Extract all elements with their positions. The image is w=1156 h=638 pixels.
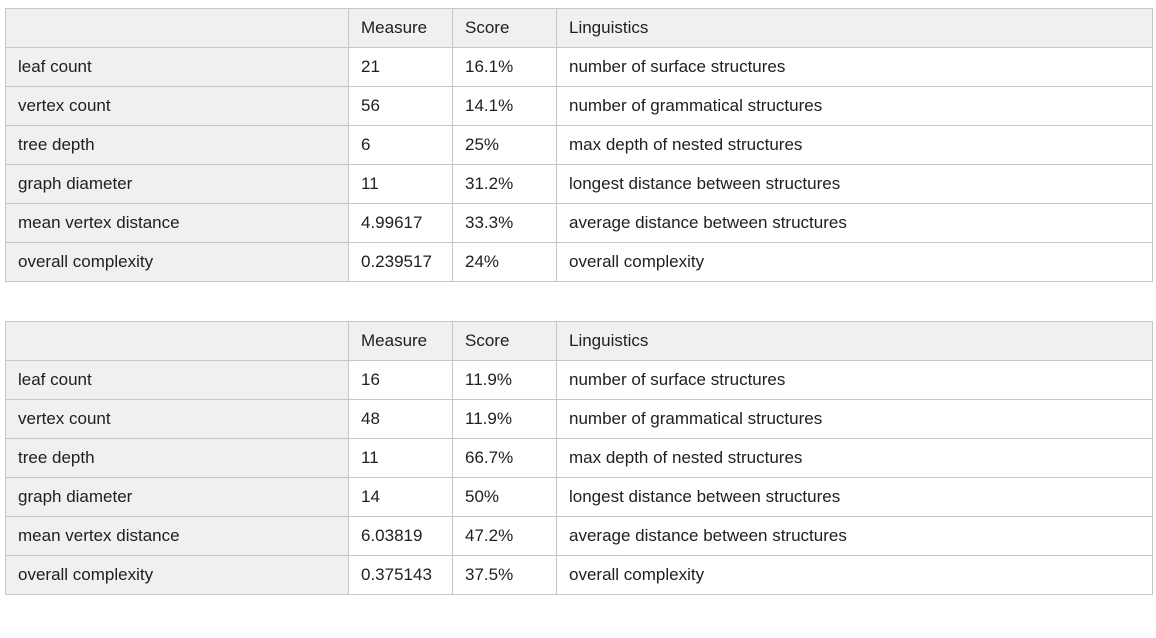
- metric-name-cell: tree depth: [5, 125, 349, 165]
- table-row: mean vertex distance 6.03819 47.2% average …: [5, 516, 1153, 556]
- score-value-cell: 16.1%: [452, 47, 557, 87]
- table-row: leaf count 16 11.9% number of surface struc…: [5, 360, 1153, 400]
- linguistics-description-cell: max depth of nested structures: [556, 438, 1153, 478]
- measure-value-cell: 11: [348, 164, 453, 204]
- table-row: mean vertex distance 4.99617 33.3% average …: [5, 203, 1153, 243]
- linguistics-description-cell: average distance between structures: [556, 203, 1153, 243]
- column-header-measure: Measure: [348, 321, 453, 361]
- linguistics-description-cell: longest distance between structures: [556, 477, 1153, 517]
- metric-name-cell: graph diameter: [5, 164, 349, 204]
- page: Measure Score Linguistics leaf count 21 16.1%…: [5, 8, 1153, 595]
- measure-value-cell: 0.239517: [348, 242, 453, 282]
- column-header-score: Score: [452, 321, 557, 361]
- column-header-linguistics: Linguistics: [556, 321, 1153, 361]
- table-row: overall complexity 0.239517 24% overall com…: [5, 242, 1153, 282]
- metric-name-cell: vertex count: [5, 399, 349, 439]
- column-header-score: Score: [452, 8, 557, 48]
- score-value-cell: 24%: [452, 242, 557, 282]
- metric-name-cell: leaf count: [5, 360, 349, 400]
- score-value-cell: 14.1%: [452, 86, 557, 126]
- table-row: tree depth 11 66.7% max depth of nested str…: [5, 438, 1153, 478]
- table-row: vertex count 48 11.9% number of grammatical…: [5, 399, 1153, 439]
- metric-name-cell: mean vertex distance: [5, 516, 349, 556]
- linguistics-description-cell: number of surface structures: [556, 47, 1153, 87]
- score-value-cell: 37.5%: [452, 555, 557, 595]
- measure-value-cell: 21: [348, 47, 453, 87]
- score-value-cell: 47.2%: [452, 516, 557, 556]
- score-value-cell: 11.9%: [452, 399, 557, 439]
- header-row: Measure Score Linguistics: [5, 321, 1153, 361]
- linguistics-description-cell: average distance between structures: [556, 516, 1153, 556]
- metric-name-cell: overall complexity: [5, 242, 349, 282]
- linguistics-metrics-table-1: Measure Score Linguistics leaf count 21 16.1%…: [5, 8, 1153, 282]
- table-row: vertex count 56 14.1% number of grammatical…: [5, 86, 1153, 126]
- table-row: tree depth 6 25% max depth of nested struct…: [5, 125, 1153, 165]
- score-value-cell: 11.9%: [452, 360, 557, 400]
- column-header-measure: Measure: [348, 8, 453, 48]
- linguistics-description-cell: number of grammatical structures: [556, 399, 1153, 439]
- score-value-cell: 50%: [452, 477, 557, 517]
- linguistics-description-cell: number of grammatical structures: [556, 86, 1153, 126]
- linguistics-description-cell: max depth of nested structures: [556, 125, 1153, 165]
- header-row: Measure Score Linguistics: [5, 8, 1153, 48]
- column-header-blank: [5, 8, 349, 48]
- table-row: graph diameter 11 31.2% longest distance be…: [5, 164, 1153, 204]
- measure-value-cell: 56: [348, 86, 453, 126]
- metric-name-cell: tree depth: [5, 438, 349, 478]
- score-value-cell: 66.7%: [452, 438, 557, 478]
- linguistics-description-cell: number of surface structures: [556, 360, 1153, 400]
- linguistics-description-cell: overall complexity: [556, 242, 1153, 282]
- table-row: graph diameter 14 50% longest distance betw…: [5, 477, 1153, 517]
- score-value-cell: 33.3%: [452, 203, 557, 243]
- measure-value-cell: 0.375143: [348, 555, 453, 595]
- column-header-blank: [5, 321, 349, 361]
- measure-value-cell: 48: [348, 399, 453, 439]
- measure-value-cell: 11: [348, 438, 453, 478]
- metric-name-cell: leaf count: [5, 47, 349, 87]
- metric-name-cell: graph diameter: [5, 477, 349, 517]
- metric-name-cell: overall complexity: [5, 555, 349, 595]
- measure-value-cell: 4.99617: [348, 203, 453, 243]
- linguistics-description-cell: longest distance between structures: [556, 164, 1153, 204]
- column-header-linguistics: Linguistics: [556, 8, 1153, 48]
- score-value-cell: 31.2%: [452, 164, 557, 204]
- metric-name-cell: vertex count: [5, 86, 349, 126]
- linguistics-metrics-table-2: Measure Score Linguistics leaf count 16 11.9%…: [5, 321, 1153, 595]
- table-row: overall complexity 0.375143 37.5% overall c…: [5, 555, 1153, 595]
- measure-value-cell: 16: [348, 360, 453, 400]
- measure-value-cell: 6: [348, 125, 453, 165]
- score-value-cell: 25%: [452, 125, 557, 165]
- table-row: leaf count 21 16.1% number of surface struc…: [5, 47, 1153, 87]
- measure-value-cell: 14: [348, 477, 453, 517]
- measure-value-cell: 6.03819: [348, 516, 453, 556]
- metric-name-cell: mean vertex distance: [5, 203, 349, 243]
- linguistics-description-cell: overall complexity: [556, 555, 1153, 595]
